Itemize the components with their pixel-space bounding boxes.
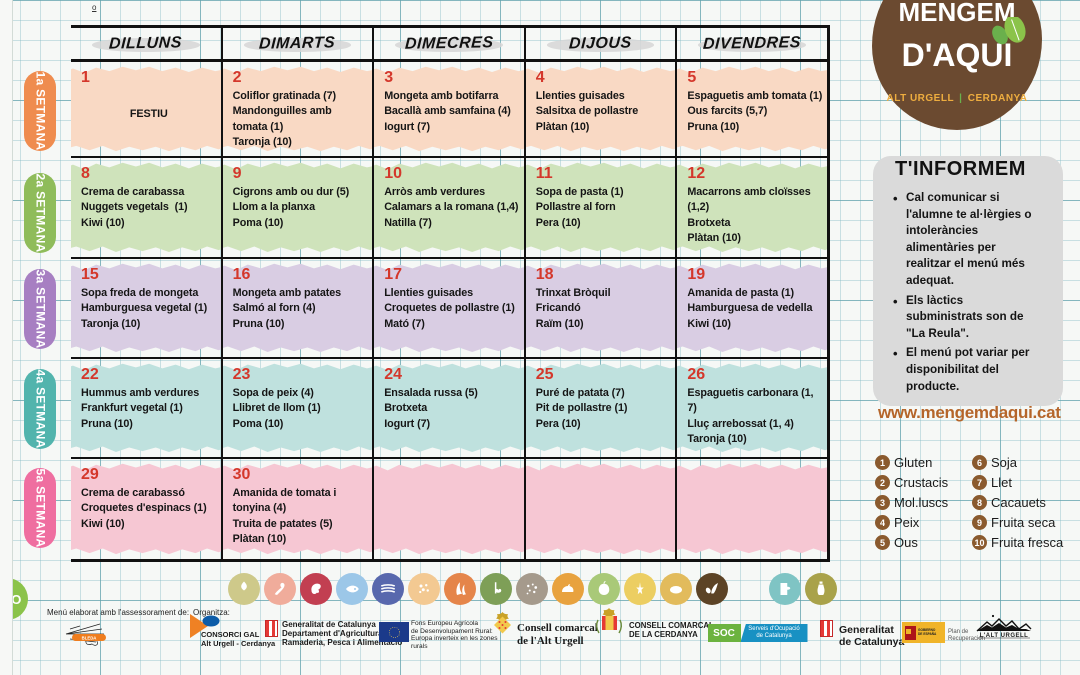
svg-text:BLEDA: BLEDA — [82, 636, 97, 641]
